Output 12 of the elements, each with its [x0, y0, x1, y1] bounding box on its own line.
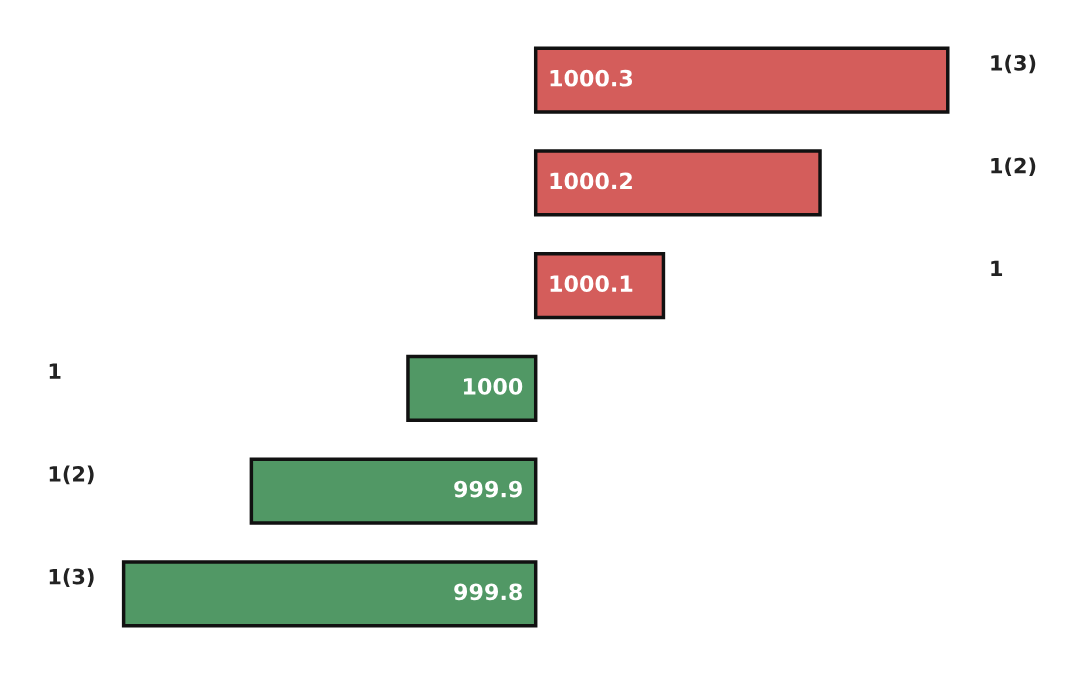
y-tick-label: 1000	[464, 377, 523, 395]
text: 1(2)	[49, 465, 94, 485]
text: 1(2)	[991, 157, 1036, 176]
text: 1	[49, 363, 61, 379]
y-tick-label: 999.9	[454, 480, 522, 498]
y-tick-label: 1000.1	[550, 275, 633, 293]
y-tick-label: 1000.2	[550, 172, 632, 190]
text: 1	[991, 260, 1003, 276]
y-tick-label: 999.8	[454, 583, 522, 601]
y-tick-label: 1000.3	[550, 69, 633, 87]
text: 1(3)	[49, 568, 94, 587]
text: 1(3)	[991, 54, 1036, 74]
